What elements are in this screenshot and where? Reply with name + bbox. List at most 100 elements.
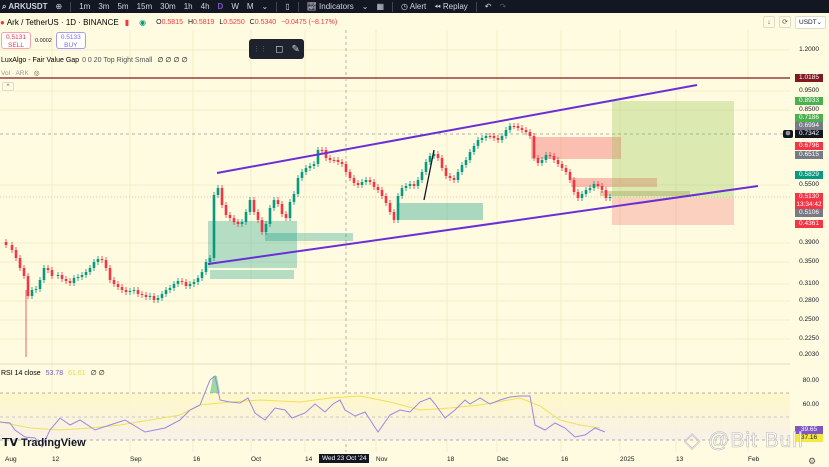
eye-hidden-icon[interactable]: ◎ bbox=[33, 70, 40, 77]
time-axis-label: Dec bbox=[497, 456, 509, 463]
low-key: L bbox=[219, 19, 224, 26]
time-axis-label: 16 bbox=[561, 456, 569, 463]
high-value: 0.5819 bbox=[193, 19, 215, 26]
price-axis-label: 0.3900 bbox=[799, 239, 819, 246]
interval-1m[interactable]: 1m bbox=[79, 2, 91, 11]
indicators-button[interactable]: 📈︎ Indicators bbox=[303, 0, 358, 13]
time-axis-label: 14 bbox=[305, 456, 313, 463]
buy-price: 0.5133 bbox=[60, 34, 81, 41]
indicator-legend-fvg[interactable]: LuxAlgo - Fair Value Gap 0 0 20 Top Righ… bbox=[1, 56, 188, 65]
flag-icon[interactable]: ▮ bbox=[124, 18, 130, 27]
chevron-down-icon[interactable]: ⌄ bbox=[261, 2, 269, 11]
chevron-down-icon[interactable]: ⌄ bbox=[361, 2, 369, 11]
alert-label: Alert bbox=[409, 2, 427, 11]
plus-circle-icon[interactable]: ⊕ bbox=[55, 2, 63, 11]
price-chart-canvas[interactable] bbox=[0, 13, 829, 466]
rsi-pane bbox=[0, 363, 790, 448]
undo-icon[interactable]: ↶ bbox=[484, 2, 492, 11]
open-value: 0.5815 bbox=[161, 19, 183, 26]
time-axis-label: Sep bbox=[130, 456, 142, 463]
price-axis-label: 0.2250 bbox=[799, 335, 819, 342]
sell-button[interactable]: 0.5131 SELL bbox=[1, 32, 31, 49]
settings-gear-icon[interactable]: ⚙ bbox=[808, 456, 817, 466]
ohlc-values: O0.5815 H0.5819 L0.5250 C0.5340 −0.0475 … bbox=[156, 19, 340, 26]
time-axis-label: 12 bbox=[52, 456, 60, 463]
sync-icon[interactable]: ⟳ bbox=[779, 16, 791, 28]
divider bbox=[475, 1, 477, 12]
time-axis-label: Aug bbox=[5, 456, 17, 463]
price-tag: 0.6994 bbox=[795, 122, 823, 130]
time-axis-label: Nov bbox=[376, 456, 388, 463]
collapse-legend-button[interactable]: ^ bbox=[2, 82, 14, 91]
price-tag: 0.5829 bbox=[795, 171, 823, 179]
trade-buttons: 0.5131 SELL 0.0002 0.5133 BUY bbox=[1, 32, 86, 49]
spread-value: 0.0002 bbox=[35, 37, 52, 44]
interval-d[interactable]: D bbox=[217, 2, 224, 11]
arrow-down-icon[interactable]: ↓ bbox=[763, 16, 775, 28]
rsi-legend[interactable]: RSI 14 close 53.78 61.61 ∅ ∅ bbox=[1, 369, 105, 377]
drawing-toolbar: ⋮⋮ ◻ ✎ bbox=[249, 39, 304, 59]
price-tag: 0.7342 bbox=[795, 130, 823, 138]
time-axis-label: 16 bbox=[193, 456, 201, 463]
redo-icon[interactable]: ↷ bbox=[499, 2, 507, 11]
candle-type-icon[interactable]: ▯ bbox=[285, 2, 290, 11]
indicator-legend-volume[interactable]: Vol · ARK ◎ bbox=[1, 69, 40, 78]
divider bbox=[276, 1, 278, 12]
divider bbox=[70, 1, 72, 12]
add-alert-plus-icon[interactable]: ⊕ bbox=[783, 130, 793, 138]
replay-button[interactable]: ⏪︎ Replay bbox=[430, 0, 472, 13]
interval-w[interactable]: W bbox=[231, 2, 239, 11]
rsi-label: RSI 14 close bbox=[1, 370, 41, 377]
ark-logo-icon: ● bbox=[0, 18, 5, 27]
interval-1h[interactable]: 1h bbox=[183, 2, 193, 11]
indicators-label: Indicators bbox=[319, 2, 354, 11]
rsi-ma-value: 61.61 bbox=[68, 370, 86, 377]
rsi-axis-label: 80.00 bbox=[802, 377, 819, 384]
price-tag: 0.7186 bbox=[795, 114, 823, 122]
rsi-line bbox=[0, 375, 606, 448]
interval-m[interactable]: M bbox=[246, 2, 254, 11]
chart-top-right-buttons: ↓ ⟳ bbox=[763, 16, 791, 28]
time-axis-label: Oct bbox=[251, 456, 262, 463]
currency-value: USDT bbox=[799, 19, 817, 26]
interval-3m[interactable]: 3m bbox=[98, 2, 110, 11]
price-tag: 13:34:42 bbox=[795, 201, 823, 209]
drag-handle-icon[interactable]: ⋮⋮ bbox=[253, 46, 268, 53]
open-key: O bbox=[156, 19, 162, 26]
price-tag: 1.0185 bbox=[795, 74, 823, 82]
price-axis-label: 1.2000 bbox=[799, 46, 819, 53]
price-axis-label: 0.2030 bbox=[799, 351, 819, 358]
change-value: −0.0475 (−8.17%) bbox=[281, 19, 338, 26]
templates-icon[interactable]: ▦ bbox=[376, 2, 384, 11]
buy-label: BUY bbox=[64, 42, 78, 49]
alert-button[interactable]: ◷ Alert bbox=[397, 0, 430, 13]
fvg-zones bbox=[208, 137, 690, 279]
interval-4h[interactable]: 4h bbox=[200, 2, 210, 11]
market-open-icon: ◉ bbox=[139, 18, 147, 27]
interval-30m[interactable]: 30m bbox=[160, 2, 176, 11]
time-axis-label: Feb bbox=[748, 456, 760, 463]
rectangle-tool-icon[interactable]: ◻ bbox=[275, 43, 284, 55]
divider bbox=[392, 1, 393, 12]
price-tag: 0.8933 bbox=[795, 97, 823, 105]
long-position-tool bbox=[612, 101, 734, 225]
rsi-extra-values: ∅ ∅ bbox=[90, 370, 105, 377]
volume-indicator-name: Vol · ARK bbox=[1, 69, 29, 77]
low-value: 0.5250 bbox=[223, 19, 245, 26]
time-axis-label: 13 bbox=[676, 456, 684, 463]
chevron-down-icon: ⌄ bbox=[816, 19, 822, 26]
symbol-legend: ● Ark / TetherUS · 1D · BINANCE ▮ ◉ O0.5… bbox=[0, 18, 340, 27]
price-axis-label: 0.5500 bbox=[799, 181, 819, 188]
tradingview-logo[interactable]: 𝗧𝗩 TradingView bbox=[2, 436, 86, 450]
currency-select[interactable]: USDT ⌄ bbox=[795, 16, 826, 29]
indicator-params: 0 0 20 Top Right Small bbox=[82, 56, 153, 64]
interval-15m[interactable]: 15m bbox=[136, 2, 153, 11]
indicator-values: ∅ ∅ ∅ ∅ bbox=[157, 57, 188, 64]
rsi-ma-tag: 37.16 bbox=[795, 434, 823, 442]
price-axis-label: 0.9500 bbox=[799, 87, 819, 94]
interval-5m[interactable]: 5m bbox=[117, 2, 129, 11]
sell-price: 0.5131 bbox=[6, 34, 26, 41]
buy-button[interactable]: 0.5133 BUY bbox=[55, 32, 86, 49]
brush-tool-icon[interactable]: ✎ bbox=[291, 43, 300, 55]
symbol-search-button[interactable]: ⌕ ARKUSDT bbox=[2, 2, 48, 11]
